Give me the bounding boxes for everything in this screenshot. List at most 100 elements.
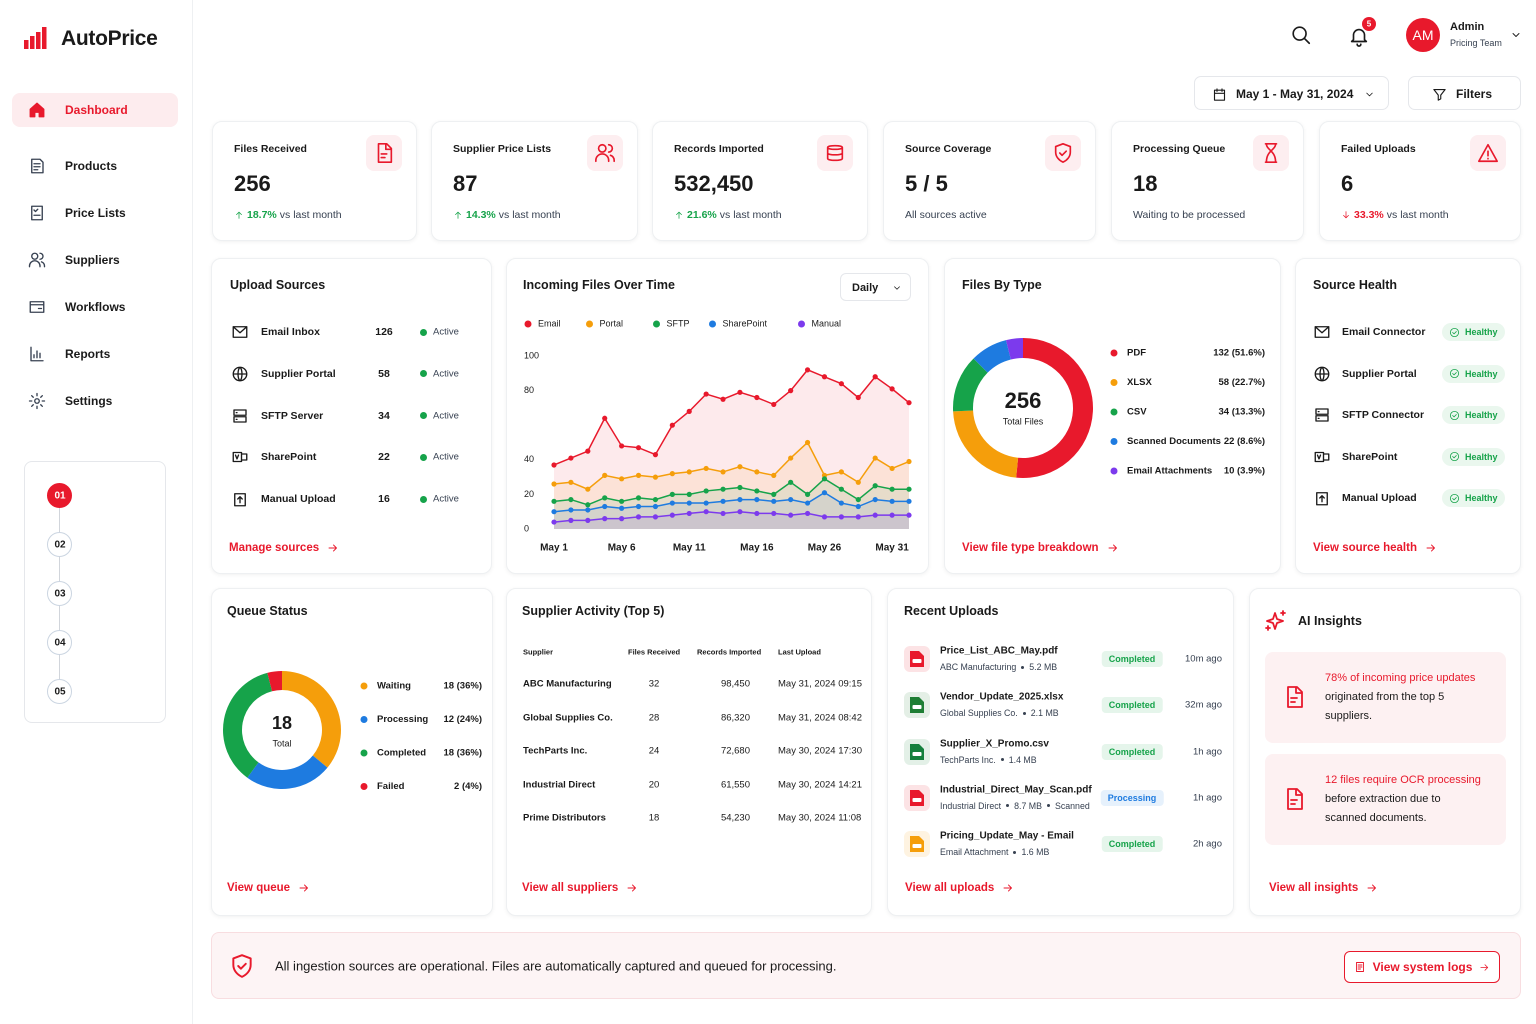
data-point: [855, 394, 861, 401]
series-line: [553, 368, 910, 466]
card-link[interactable]: Manage sources: [229, 542, 339, 554]
source-icon: [234, 493, 246, 507]
card-title: AI Insights: [1298, 614, 1362, 628]
file-icon-band: [912, 659, 922, 663]
icon-glyph: [31, 205, 43, 221]
data-point: [872, 374, 878, 380]
link-text: View all uploads: [905, 882, 995, 894]
period-dropdown[interactable]: Daily: [840, 273, 911, 301]
trend-arrow: [1343, 211, 1349, 219]
step-circle: 05: [47, 679, 72, 704]
insight-body: originated from the top 5 suppliers.: [1325, 691, 1445, 722]
logo-bar: [42, 27, 47, 49]
link-arrow: [627, 884, 637, 892]
link-text: View all insights: [1269, 882, 1359, 894]
source-count: 34: [378, 409, 390, 422]
table-cell: ABC Manufacturing: [523, 678, 612, 690]
table-cell: May 31, 2024 08:42: [778, 712, 862, 724]
card-link[interactable]: View all uploads: [905, 882, 1014, 894]
link-text: View all suppliers: [522, 882, 619, 894]
upload-status: Completed: [1108, 700, 1156, 711]
nav-item[interactable]: Workflows: [12, 290, 178, 324]
kpi-icon: [1054, 143, 1072, 163]
donut-segment: [953, 358, 988, 412]
legend-label: Portal: [600, 318, 624, 328]
donut-center-label: Total Files: [1003, 416, 1044, 426]
kpi-icon: [1264, 143, 1278, 163]
notification-icon[interactable]: [1348, 25, 1370, 47]
card-link[interactable]: View all insights: [1269, 882, 1378, 894]
value-label: 12 (24%): [443, 714, 482, 725]
nav-item[interactable]: Products: [12, 149, 178, 183]
donut-segment: [247, 755, 328, 789]
calendar-icon: [1213, 87, 1225, 101]
upload-status: Completed: [1108, 654, 1156, 664]
nav-item[interactable]: Reports: [12, 337, 178, 371]
file-icon: [910, 836, 924, 853]
source-icon: [1314, 366, 1330, 381]
date-range-button[interactable]: May 1 - May 31, 2024: [1194, 76, 1389, 110]
legend-swatch: [360, 682, 368, 690]
data-point: [652, 496, 659, 503]
filters-button[interactable]: Filters: [1408, 76, 1521, 110]
card-link[interactable]: View all suppliers: [522, 882, 638, 894]
nav-item[interactable]: Price Lists: [12, 196, 178, 230]
legend-label: PDF: [1127, 348, 1146, 359]
series-line: [553, 510, 909, 523]
data-point: [889, 386, 895, 392]
series-area: [554, 369, 909, 529]
nav-label: Products: [65, 159, 118, 173]
card-link[interactable]: View source health: [1313, 542, 1437, 554]
nav-item[interactable]: Suppliers: [12, 243, 178, 277]
data-point: [703, 488, 709, 494]
card-link[interactable]: View file type breakdown: [962, 542, 1119, 554]
legend-label: Completed: [377, 748, 426, 759]
data-point: [669, 471, 675, 477]
donut-segment: [267, 671, 282, 692]
nav-item[interactable]: Dashboard: [12, 93, 178, 127]
kpi-change: 33.3%: [1354, 209, 1384, 221]
file-icon-band: [912, 797, 922, 802]
upload-time: 32m ago: [1185, 699, 1222, 711]
kpi-icon: [1478, 143, 1498, 163]
data-point: [788, 496, 794, 503]
legend-swatch: [360, 749, 368, 757]
icon-glyph: [676, 211, 682, 219]
user-role: Pricing Team: [1450, 38, 1502, 48]
source-name: Manual Upload: [1342, 492, 1417, 504]
legend-swatch: [1110, 379, 1118, 386]
link-arrow: [328, 544, 338, 552]
kpi-icon-bg: [1253, 135, 1289, 171]
data-point: [585, 517, 591, 523]
series-line: [553, 491, 909, 513]
line-chart: 0 20 40 80 100 May 1 May 6 May 11 May 16 May 26 Ma…: [524, 318, 912, 554]
avatar[interactable]: AM: [1406, 18, 1440, 52]
table-cell: 24: [648, 745, 660, 757]
data-point: [669, 512, 675, 518]
icon-glyph: [1512, 33, 1520, 37]
data-point: [855, 514, 861, 520]
source-count: 22: [378, 451, 390, 464]
status-dot: [420, 328, 427, 336]
file-name: Supplier_X_Promo.csv: [940, 738, 1049, 750]
logo-bar: [36, 32, 41, 49]
view-logs-button[interactable]: View system logs: [1344, 951, 1500, 983]
upload-time: 10m ago: [1185, 653, 1222, 665]
search-icon[interactable]: [1290, 24, 1312, 46]
nav-item[interactable]: Settings: [12, 384, 178, 418]
kpi-change: 18.7%: [247, 209, 277, 221]
table-cell: 54,230: [720, 812, 750, 824]
icon-glyph: [377, 143, 393, 163]
legend-swatch: [798, 320, 805, 328]
data-point: [568, 455, 574, 461]
upload-status: Completed: [1108, 839, 1156, 850]
health-pill: Healthy: [1442, 323, 1505, 341]
icon-glyph: [236, 211, 242, 219]
data-point: [585, 486, 591, 492]
data-point: [551, 498, 557, 504]
kpi-icon: [595, 143, 615, 163]
card-title: Recent Uploads: [904, 604, 999, 618]
card-link[interactable]: View queue: [227, 882, 310, 894]
series-line: [553, 477, 909, 506]
